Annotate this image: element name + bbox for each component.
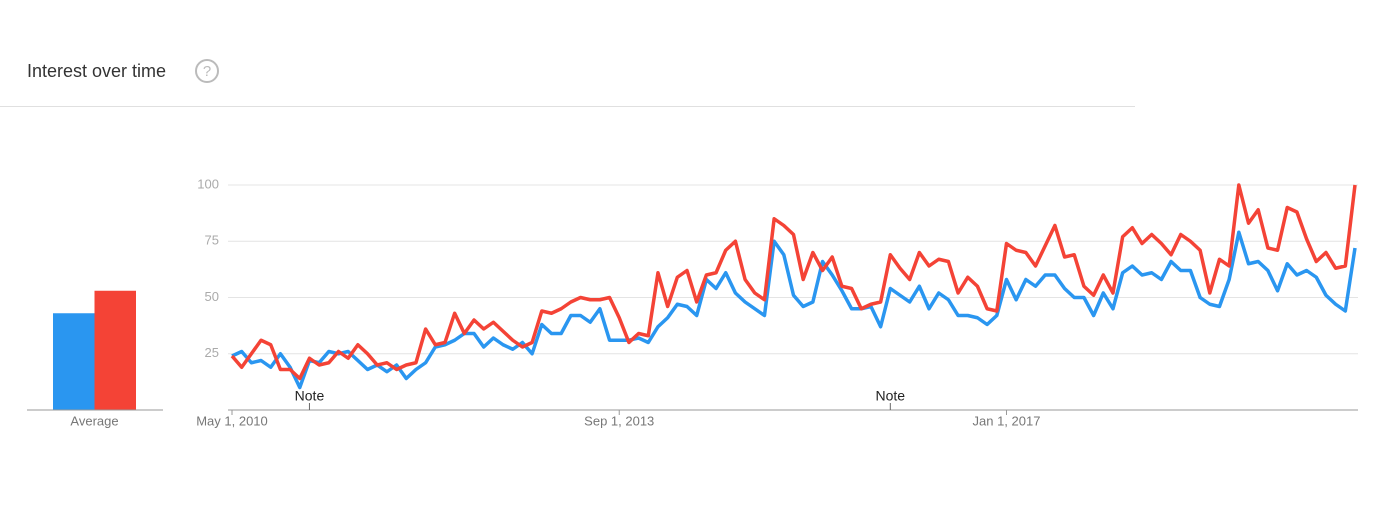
- card-title: Interest over time: [27, 61, 166, 81]
- x-tick-label: Average: [70, 413, 118, 428]
- average-bar: [53, 313, 95, 410]
- trend-line: [230, 183, 1357, 381]
- trend-line: [231, 230, 1357, 390]
- help-icon[interactable]: [195, 59, 219, 83]
- x-tick-label: May 1, 2010: [196, 413, 268, 428]
- note-label: Note: [876, 388, 906, 404]
- y-tick-label: 100: [197, 176, 219, 191]
- y-tick-label: 25: [205, 345, 219, 360]
- average-bar: [94, 290, 136, 410]
- help-icon-glyph[interactable]: ?: [203, 63, 211, 80]
- y-tick-label: 75: [205, 233, 219, 248]
- note-label: Note: [295, 388, 325, 404]
- x-tick-label: Sep 1, 2013: [584, 413, 654, 428]
- y-tick-label: 50: [205, 289, 219, 304]
- x-tick-label: Jan 1, 2017: [973, 413, 1041, 428]
